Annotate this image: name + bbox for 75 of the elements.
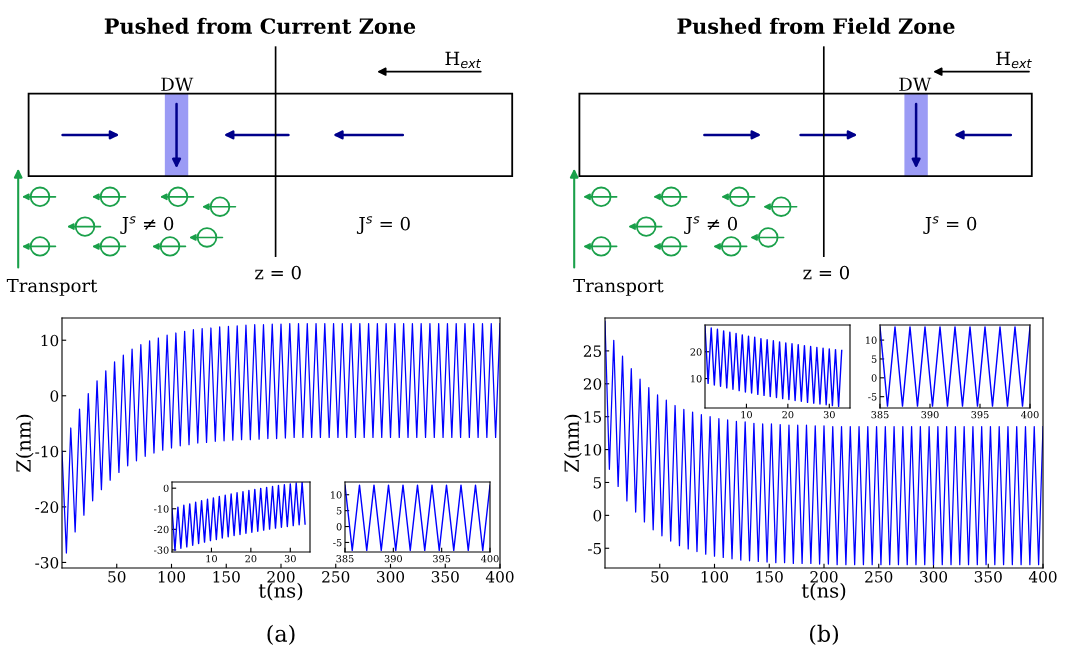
x-tick-label: 10 — [741, 410, 752, 419]
y-tick-label: 0 — [871, 374, 877, 382]
x-tick-label: 30 — [284, 554, 296, 563]
y-tick-label: -10 — [35, 445, 59, 458]
text: (a) — [267, 624, 295, 646]
text: J$^{s}$ = 0 — [923, 216, 977, 234]
line-series — [62, 322, 500, 554]
x-axis-title: t(ns) — [258, 582, 303, 601]
y-tick-label: 10 — [331, 491, 342, 499]
x-tick-label: 50 — [651, 571, 669, 583]
y-tick-label: -5 — [868, 393, 877, 401]
x-tick-label: 200 — [810, 571, 838, 583]
y-tick-label: 0 — [593, 509, 602, 522]
x-tick-label: 20 — [245, 554, 257, 563]
y-tick-label: 10 — [584, 444, 602, 456]
x-tick-label: 100 — [701, 571, 729, 583]
y-tick-label: 5 — [336, 507, 342, 515]
x-tick-label: 350 — [431, 571, 459, 583]
y-tick-label: 15 — [584, 411, 602, 423]
x-tick-label: 350 — [974, 571, 1002, 583]
text: Pushed from Current Zone — [104, 17, 416, 34]
text: z = 0 — [803, 265, 850, 280]
x-tick-label: 250 — [322, 571, 350, 583]
x-tick-label: 390 — [384, 554, 402, 563]
x-tick-label: 200 — [267, 571, 295, 583]
text: DW — [161, 77, 194, 91]
y-tick-label: -30 — [35, 556, 59, 569]
text: H$_{ext}$ — [445, 51, 481, 69]
x-tick-label: 10 — [206, 554, 217, 563]
x-tick-label: 150 — [756, 571, 783, 583]
x-tick-label: 385 — [336, 554, 354, 563]
y-tick-label: 0 — [336, 523, 342, 531]
x-axis-title: t(ns) — [801, 582, 846, 601]
x-tick-label: 395 — [971, 410, 989, 419]
y-tick-label: -5 — [588, 542, 602, 555]
text: Pushed from Field Zone — [677, 17, 955, 34]
x-tick-label: 395 — [433, 554, 451, 563]
text: Transport — [6, 278, 98, 296]
y-tick-label: 0 — [50, 390, 59, 402]
x-tick-label: 150 — [213, 571, 240, 583]
y-tick-label: -20 — [35, 501, 59, 513]
x-tick-label: 390 — [921, 410, 939, 419]
y-tick-label: -10 — [153, 505, 169, 513]
text: (b) — [809, 624, 839, 646]
x-tick-label: 250 — [865, 571, 893, 583]
text: J$^{s}$ ≠ 0 — [120, 216, 174, 234]
x-tick-label: 20 — [782, 410, 794, 419]
y-tick-label: 0 — [163, 484, 169, 493]
text: J$^{s}$ = 0 — [356, 216, 410, 234]
y-tick-label: 10 — [866, 336, 877, 344]
text: z = 0 — [255, 265, 301, 280]
y-tick-label: -5 — [333, 539, 342, 547]
y-tick-label: 25 — [583, 345, 602, 357]
x-tick-label: 400 — [1028, 571, 1057, 583]
x-tick-label: 300 — [920, 571, 948, 583]
x-tick-label: 100 — [158, 571, 186, 583]
y-tick-label: 10 — [41, 334, 59, 347]
x-tick-label: 300 — [377, 571, 405, 583]
x-tick-label: 30 — [823, 410, 835, 419]
y-tick-label: -20 — [153, 525, 169, 534]
x-tick-label: 50 — [108, 571, 126, 583]
text: Transport — [573, 278, 664, 296]
y-axis-title: Z(nm) — [15, 414, 34, 472]
x-tick-label: 400 — [481, 554, 499, 563]
text: H$_{ext}$ — [996, 51, 1032, 69]
y-tick-label: -30 — [153, 546, 169, 554]
text: J$^{s}$ ≠ 0 — [684, 216, 738, 234]
x-tick-label: 400 — [1021, 410, 1039, 419]
text: DW — [899, 77, 932, 91]
x-tick-label: 385 — [871, 410, 889, 419]
y-axis-title: Z(nm) — [563, 414, 582, 472]
y-tick-label: 5 — [593, 477, 602, 489]
x-tick-label: 400 — [485, 571, 514, 583]
y-tick-label: 20 — [583, 378, 602, 390]
y-tick-label: 5 — [871, 355, 877, 363]
